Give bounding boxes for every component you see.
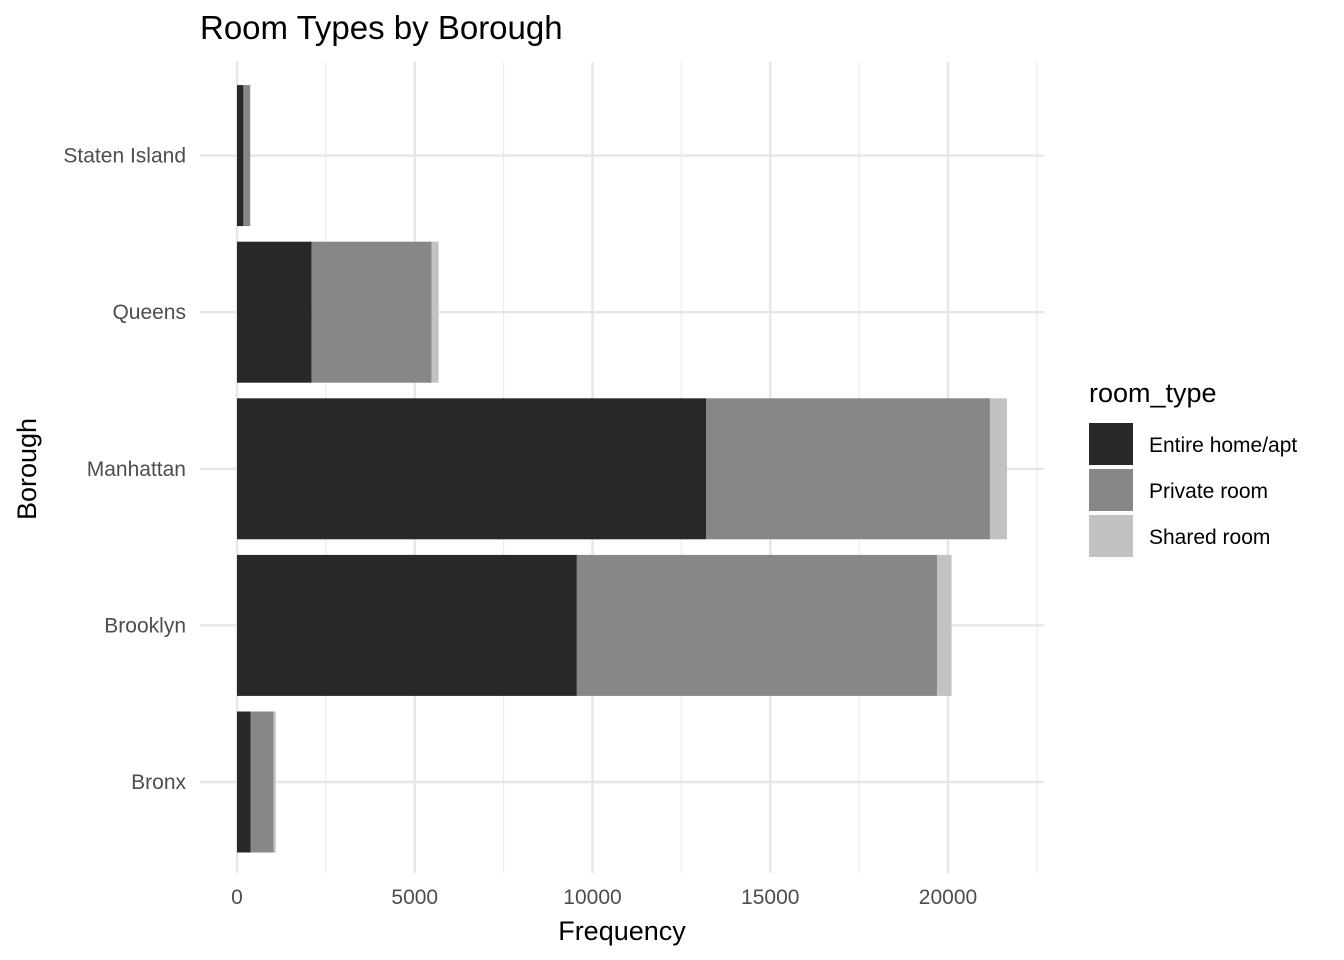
bar-segment bbox=[237, 711, 251, 853]
y-tick-label: Staten Island bbox=[63, 145, 186, 168]
bar-segment bbox=[936, 554, 952, 696]
legend-title: room_type bbox=[1089, 378, 1217, 408]
legend-swatch bbox=[1089, 469, 1133, 511]
legend-swatch bbox=[1089, 423, 1133, 465]
y-tick-label: Brooklyn bbox=[104, 614, 186, 637]
chart-title: Room Types by Borough bbox=[200, 9, 563, 46]
x-axis-tick-labels: 0 5000 10000 15000 20000 bbox=[231, 886, 977, 909]
y-axis-tick-labels: Bronx Brooklyn Manhattan Queens Staten Islan… bbox=[63, 145, 186, 794]
bar-segment bbox=[273, 711, 276, 853]
x-axis-title: Frequency bbox=[558, 916, 686, 946]
legend-swatch bbox=[1089, 515, 1133, 557]
legend: room_type Entire home/apt Private room Sha… bbox=[1089, 378, 1297, 557]
bar-segment bbox=[250, 711, 274, 853]
y-tick-label: Queens bbox=[112, 301, 186, 324]
bar-segment bbox=[989, 398, 1008, 540]
bar-segment bbox=[237, 554, 577, 696]
legend-label: Private room bbox=[1149, 480, 1268, 503]
y-axis-title: Borough bbox=[12, 418, 42, 520]
legend-label: Shared room bbox=[1149, 526, 1270, 549]
bars bbox=[237, 85, 1008, 853]
x-tick-label: 5000 bbox=[391, 886, 438, 909]
x-tick-label: 10000 bbox=[563, 886, 621, 909]
bar-segment bbox=[237, 241, 312, 383]
x-tick-label: 0 bbox=[231, 886, 243, 909]
bar-segment bbox=[237, 398, 707, 540]
legend-label: Entire home/apt bbox=[1149, 434, 1297, 457]
bar-segment bbox=[243, 85, 251, 227]
x-tick-label: 20000 bbox=[919, 886, 977, 909]
bar-segment bbox=[311, 241, 432, 383]
bar-segment bbox=[237, 85, 244, 227]
bar-segment bbox=[576, 554, 937, 696]
x-tick-label: 15000 bbox=[741, 886, 799, 909]
bar-segment bbox=[706, 398, 990, 540]
y-tick-label: Manhattan bbox=[87, 458, 186, 481]
bar-segment bbox=[431, 241, 439, 383]
y-tick-label: Bronx bbox=[131, 771, 186, 794]
